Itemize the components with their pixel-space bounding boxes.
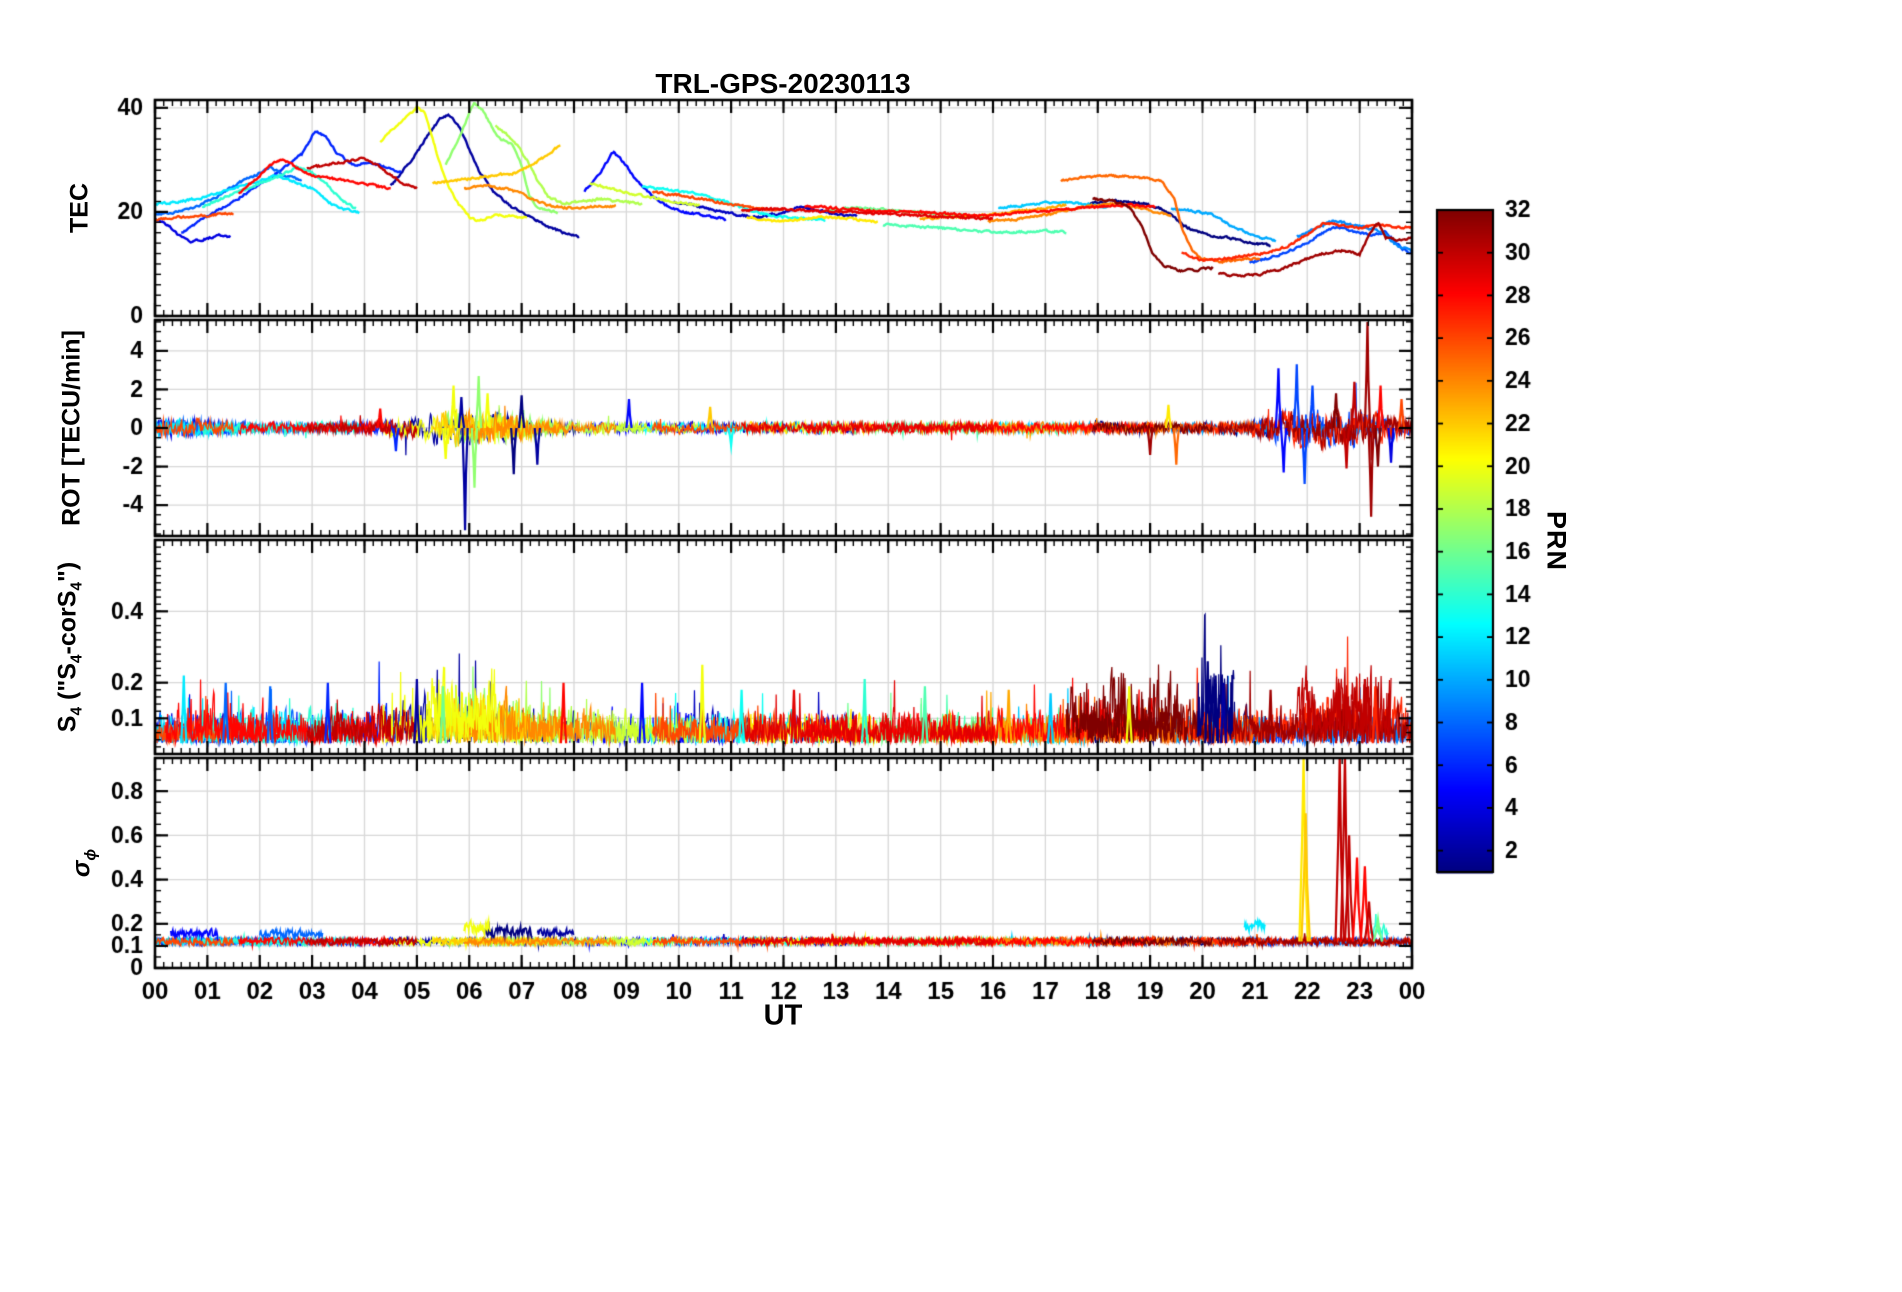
y-axis-label-rot: ROT [TECU/min]: [57, 330, 86, 526]
colorbar-label: PRN: [1541, 510, 1572, 572]
y-axis-label-sigma-phi: σϕ: [67, 848, 100, 878]
y-axis-label-tec: TEC: [65, 183, 94, 233]
x-axis-label: UT: [763, 999, 803, 1032]
chart-title: TRL-GPS-20230113: [655, 68, 911, 99]
y-axis-label-s4: S4 ("S4-corS4"): [53, 561, 86, 733]
